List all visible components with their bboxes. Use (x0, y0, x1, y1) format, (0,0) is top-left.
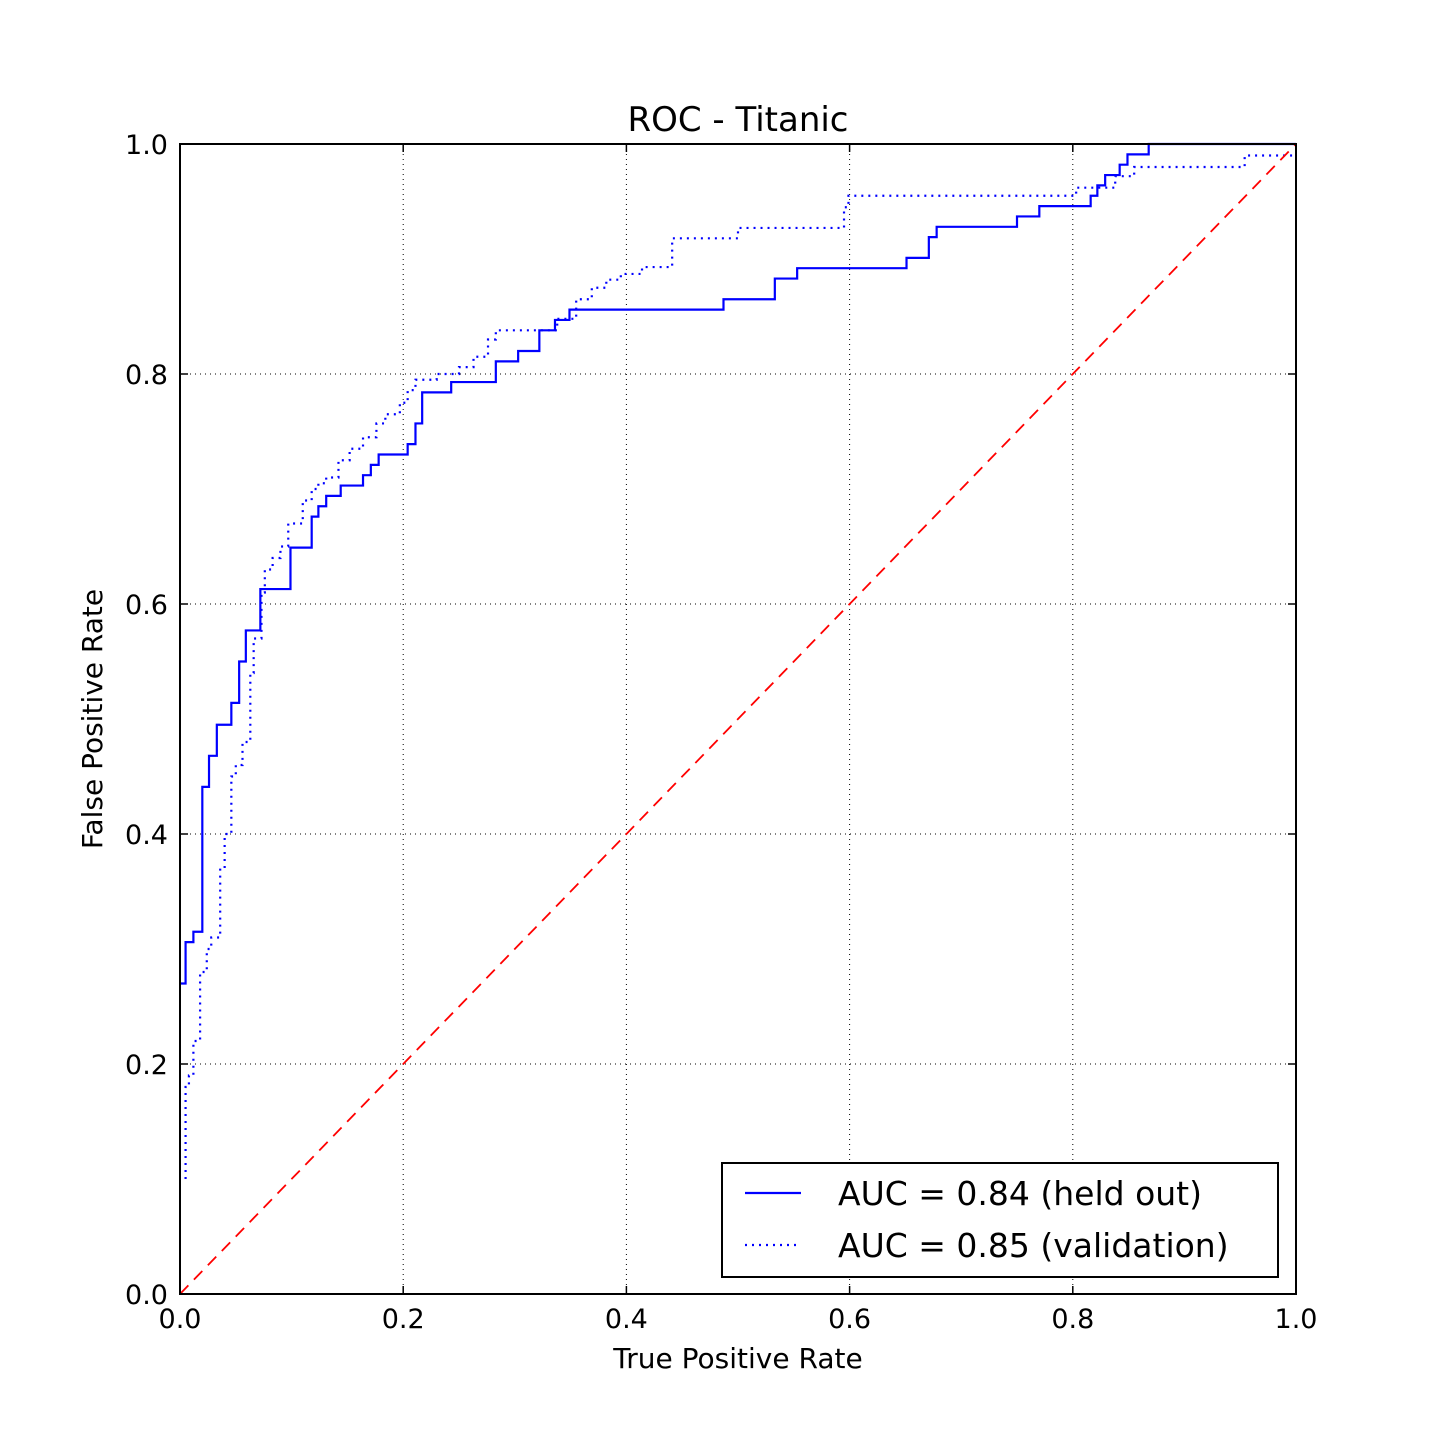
series-lines (179, 142, 1297, 1295)
x-tick-label: 0.2 (382, 1304, 425, 1335)
x-tick-label: 0.8 (1051, 1304, 1094, 1335)
x-axis-label: True Positive Rate (612, 1342, 862, 1375)
legend-label-held-out: AUC = 0.84 (held out) (838, 1174, 1202, 1213)
y-tick-label: 0.4 (125, 820, 168, 851)
y-tick-label: 1.0 (125, 130, 168, 161)
plot-frame (179, 143, 1297, 1295)
chart-title: ROC - Titanic (627, 100, 848, 140)
x-tick-label: 0.6 (828, 1304, 871, 1335)
y-tick-label: 0.8 (125, 360, 168, 391)
legend: AUC = 0.84 (held out) AUC = 0.85 (valida… (721, 1162, 1279, 1278)
y-tick-label: 0.2 (125, 1050, 168, 1081)
axis-ticks: 0.0 0.2 0.4 0.6 0.8 1.0 0.0 0.2 0.4 0.6 0.8 1.0 (125, 130, 1317, 1335)
y-tick-label: 0.0 (125, 1280, 168, 1311)
x-tick-label: 0.4 (605, 1304, 648, 1335)
y-tick-label: 0.6 (125, 590, 168, 621)
validation-roc-line (184, 154, 1296, 1179)
x-tick-label: 0.0 (159, 1304, 202, 1335)
chance-diagonal-line (179, 143, 1297, 1295)
y-axis-label: False Positive Rate (76, 589, 109, 849)
legend-label-validation: AUC = 0.85 (validation) (838, 1226, 1229, 1265)
held-out-roc-line (180, 142, 1296, 985)
x-tick-label: 1.0 (1275, 1304, 1318, 1335)
legend-box (721, 1162, 1279, 1278)
